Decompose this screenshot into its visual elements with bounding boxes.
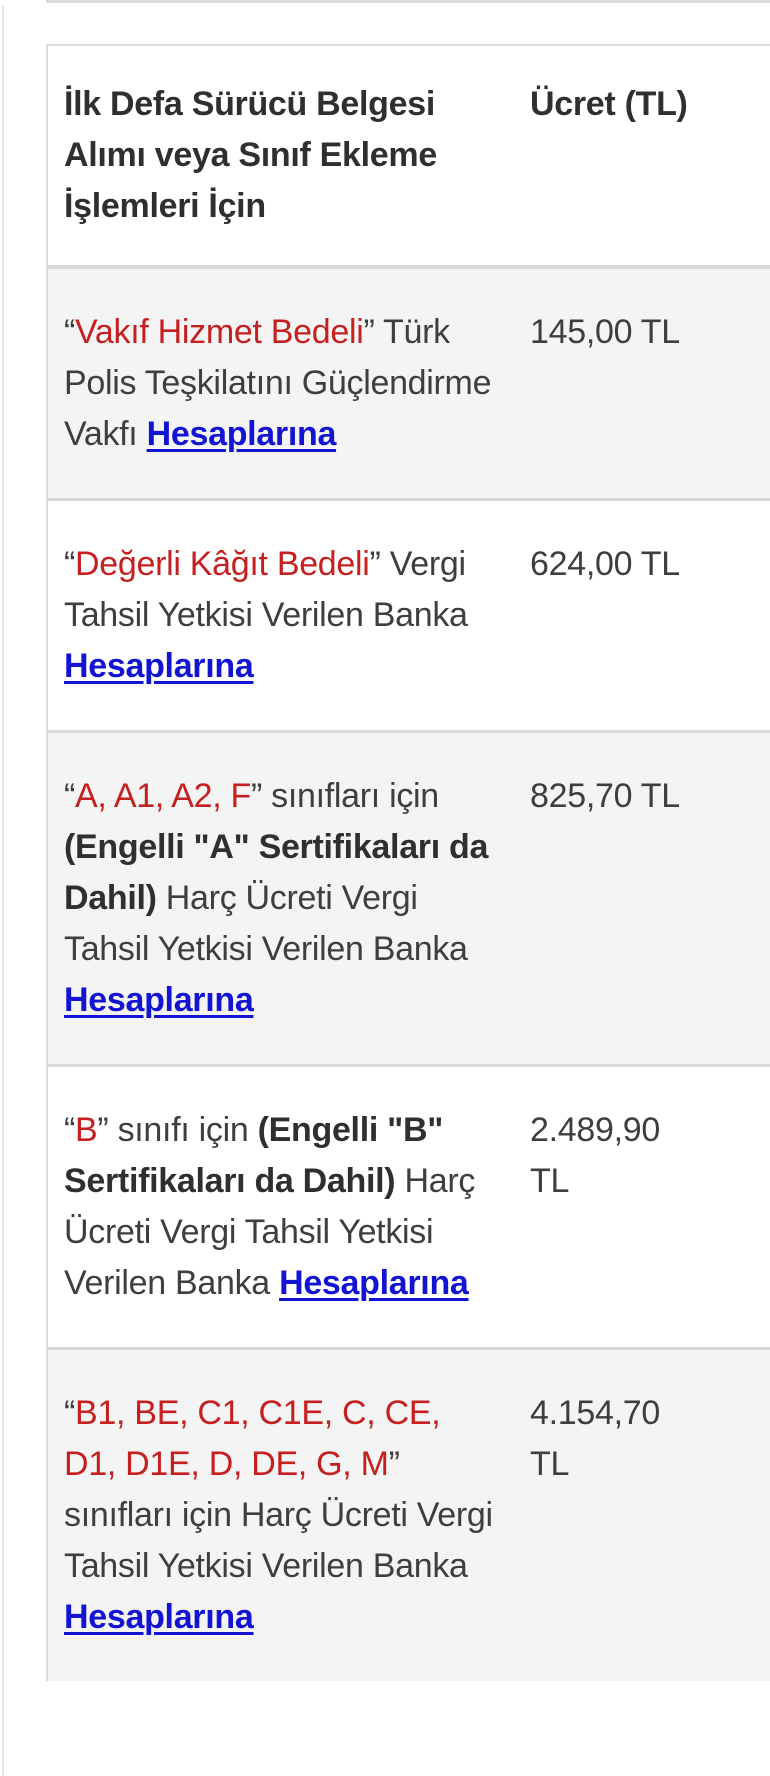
description-cell: “Vakıf Hizmet Bedeli” Türk Polis Teşkila…: [48, 269, 514, 498]
header-col-description: İlk Defa Sürücü Belgesi Alımı veya Sınıf…: [64, 85, 437, 225]
hesaplarina-link[interactable]: Hesaplarına: [279, 1264, 469, 1302]
hesaplarina-link[interactable]: Hesaplarına: [64, 647, 254, 685]
plain-text: “: [64, 313, 76, 351]
table-row: “B1, BE, C1, C1E, C, CE, D1, D1E, D, DE,…: [48, 1347, 770, 1681]
license-class-text: B: [75, 1111, 98, 1149]
page-left-rule: [2, 6, 4, 1776]
fee-cell: 145,00 TL: [530, 313, 680, 351]
plain-text: ” Vergi Tahsil Yetkisi Verilen Banka: [64, 545, 468, 634]
table-row: “Değerli Kâğıt Bedeli” Vergi Tahsil Yetk…: [48, 498, 770, 730]
table-row: “B” sınıfı için (Engelli "B" Sertifikala…: [48, 1064, 770, 1347]
fee-cell: 4.154,70 TL: [530, 1394, 660, 1483]
license-class-text: Vakıf Hizmet Bedeli: [75, 313, 364, 351]
description-cell: “B1, BE, C1, C1E, C, CE, D1, D1E, D, DE,…: [48, 1350, 514, 1681]
plain-text: ” sınıfları için Harç Ücreti Vergi Tahsi…: [64, 1445, 493, 1585]
hesaplarina-link[interactable]: Hesaplarına: [146, 415, 337, 453]
header-col-fee: Ücret (TL): [530, 85, 688, 123]
plain-text: Harç Ücreti Vergi Tahsil Yetkisi Verilen…: [64, 1162, 476, 1302]
fee-cell: 2.489,90 TL: [530, 1111, 660, 1200]
emphasis-text: (Engelli "A" Sertifikaları da Dahil): [64, 828, 489, 917]
plain-text: “: [64, 777, 76, 815]
license-class-text: B1, BE, C1, C1E, C, CE, D1, D1E, D, DE, …: [64, 1394, 441, 1483]
table-header-row: İlk Defa Sürücü Belgesi Alımı veya Sınıf…: [48, 46, 770, 265]
license-class-text: A, A1, A2, F: [75, 777, 251, 815]
fee-cell: 825,70 TL: [530, 777, 680, 815]
plain-text: ” sınıfları için: [250, 777, 439, 815]
description-cell: “A, A1, A2, F” sınıfları için (Engelli "…: [48, 733, 514, 1064]
driver-license-fees-table: İlk Defa Sürücü Belgesi Alımı veya Sınıf…: [46, 44, 770, 1681]
description-cell: “Değerli Kâğıt Bedeli” Vergi Tahsil Yetk…: [48, 501, 514, 730]
plain-text: Harç Ücreti Vergi Tahsil Yetkisi Verilen…: [64, 879, 468, 968]
hesaplarina-link[interactable]: Hesaplarına: [64, 981, 254, 1019]
hesaplarina-link[interactable]: Hesaplarına: [64, 1598, 254, 1636]
table-body: “Vakıf Hizmet Bedeli” Türk Polis Teşkila…: [48, 265, 770, 1681]
plain-text: “: [64, 1111, 76, 1149]
license-class-text: Değerli Kâğıt Bedeli: [75, 545, 370, 583]
description-cell: “B” sınıfı için (Engelli "B" Sertifikala…: [48, 1067, 514, 1347]
fee-cell: 624,00 TL: [530, 545, 680, 583]
plain-text: “: [64, 545, 76, 583]
table-row: “A, A1, A2, F” sınıfları için (Engelli "…: [48, 730, 770, 1064]
plain-text: ” sınıfı için: [97, 1111, 258, 1149]
emphasis-text: (Engelli "B" Sertifikaları da Dahil): [64, 1111, 444, 1200]
table-row: “Vakıf Hizmet Bedeli” Türk Polis Teşkila…: [48, 265, 770, 498]
plain-text: “: [64, 1394, 76, 1432]
previous-table-bottom-border: [46, 0, 770, 3]
plain-text: ” Türk Polis Teşkilatını Güçlendirme Vak…: [64, 313, 492, 453]
